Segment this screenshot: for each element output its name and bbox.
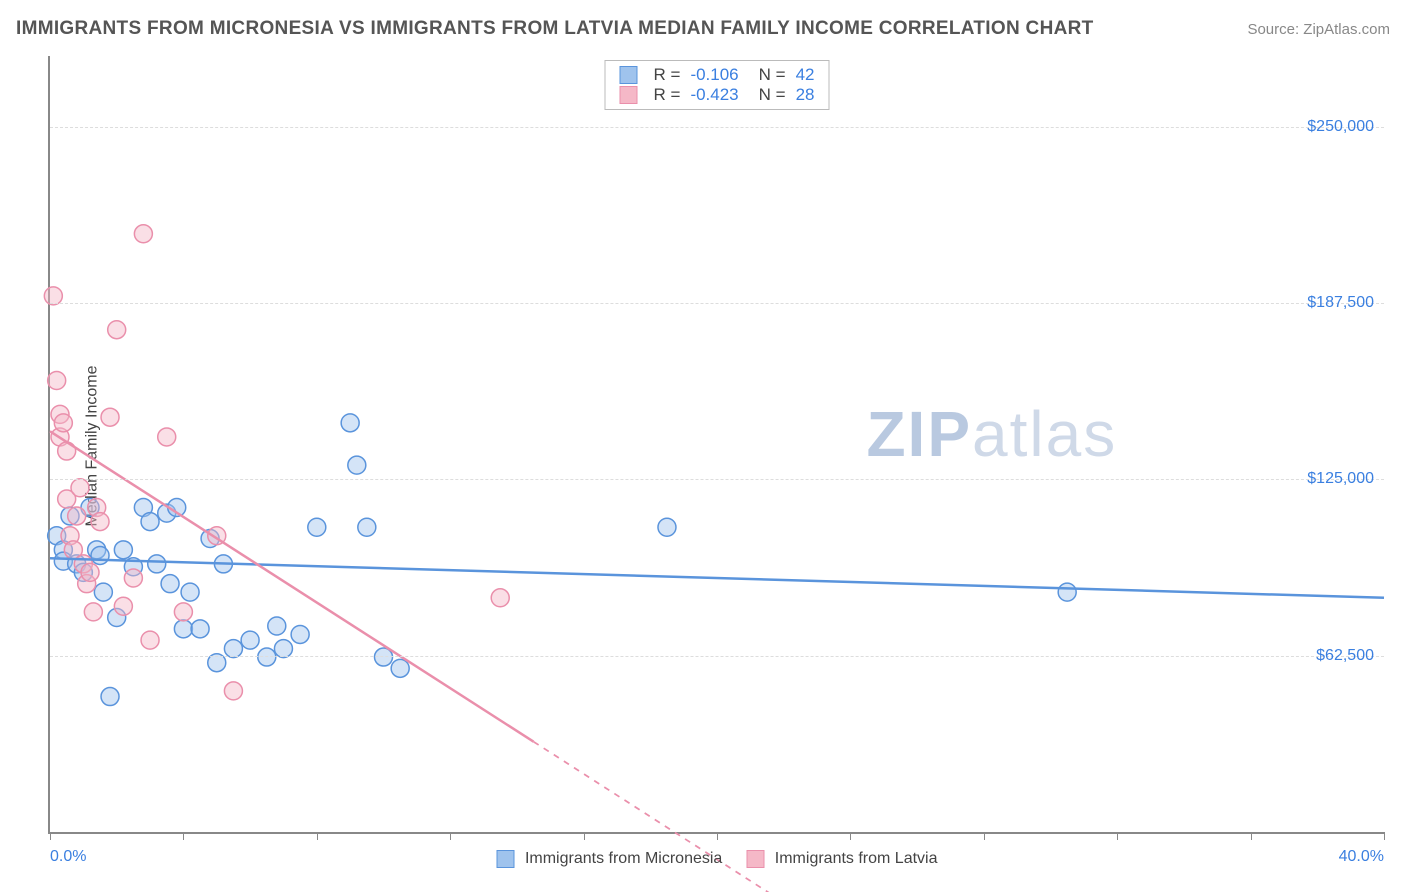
data-point — [134, 225, 152, 243]
data-point — [48, 372, 66, 390]
legend-swatch-pink — [746, 850, 764, 868]
legend-item-micronesia: Immigrants from Micronesia — [497, 850, 723, 868]
data-point — [348, 456, 366, 474]
x-axis-max-label: 40.0% — [1339, 848, 1384, 866]
x-tick — [717, 832, 718, 840]
x-tick — [850, 832, 851, 840]
data-point — [141, 513, 159, 531]
data-point — [124, 569, 142, 587]
data-point — [68, 507, 86, 525]
x-axis-min-label: 0.0% — [50, 848, 86, 866]
data-point — [308, 518, 326, 536]
legend-swatch-blue — [497, 850, 515, 868]
data-point — [224, 682, 242, 700]
data-point — [71, 479, 89, 497]
y-tick-label: $62,500 — [1316, 647, 1374, 665]
data-point — [268, 617, 286, 635]
data-point — [91, 513, 109, 531]
trend-line — [50, 558, 1384, 598]
data-point — [491, 589, 509, 607]
y-tick-label: $250,000 — [1307, 118, 1374, 136]
x-tick — [183, 832, 184, 840]
data-point — [101, 688, 119, 706]
x-tick — [1384, 832, 1385, 840]
data-point — [81, 563, 99, 581]
data-point — [291, 625, 309, 643]
legend-label: Immigrants from Latvia — [775, 850, 938, 867]
data-point — [54, 414, 72, 432]
data-point — [258, 648, 276, 666]
data-point — [141, 631, 159, 649]
x-tick — [984, 832, 985, 840]
data-point — [101, 408, 119, 426]
gridline — [50, 479, 1384, 480]
chart-canvas — [50, 56, 1384, 832]
x-tick — [1251, 832, 1252, 840]
x-tick — [450, 832, 451, 840]
data-point — [181, 583, 199, 601]
header: IMMIGRANTS FROM MICRONESIA VS IMMIGRANTS… — [16, 18, 1390, 40]
source-attribution: Source: ZipAtlas.com — [1247, 21, 1390, 38]
gridline — [50, 127, 1384, 128]
data-point — [341, 414, 359, 432]
y-tick-label: $187,500 — [1307, 294, 1374, 312]
x-tick — [1117, 832, 1118, 840]
legend-item-latvia: Immigrants from Latvia — [746, 850, 937, 868]
data-point — [108, 321, 126, 339]
x-tick — [50, 832, 51, 840]
y-tick-label: $125,000 — [1307, 470, 1374, 488]
trend-line — [50, 431, 534, 741]
data-point — [148, 555, 166, 573]
data-point — [241, 631, 259, 649]
gridline — [50, 303, 1384, 304]
data-point — [174, 603, 192, 621]
data-point — [114, 597, 132, 615]
data-point — [191, 620, 209, 638]
data-point — [158, 428, 176, 446]
data-point — [91, 546, 109, 564]
series-legend: Immigrants from Micronesia Immigrants fr… — [497, 850, 938, 868]
x-tick — [317, 832, 318, 840]
legend-label: Immigrants from Micronesia — [525, 850, 722, 867]
plot-area: ZIPatlas R = -0.106 N = 42 R = -0.423 N … — [48, 56, 1384, 834]
data-point — [358, 518, 376, 536]
data-point — [114, 541, 132, 559]
chart-title: IMMIGRANTS FROM MICRONESIA VS IMMIGRANTS… — [16, 18, 1094, 40]
gridline — [50, 656, 1384, 657]
data-point — [174, 620, 192, 638]
x-tick — [584, 832, 585, 840]
data-point — [391, 659, 409, 677]
data-point — [1058, 583, 1076, 601]
data-point — [94, 583, 112, 601]
trend-line-extrapolated — [534, 742, 1384, 892]
data-point — [658, 518, 676, 536]
data-point — [161, 575, 179, 593]
data-point — [84, 603, 102, 621]
